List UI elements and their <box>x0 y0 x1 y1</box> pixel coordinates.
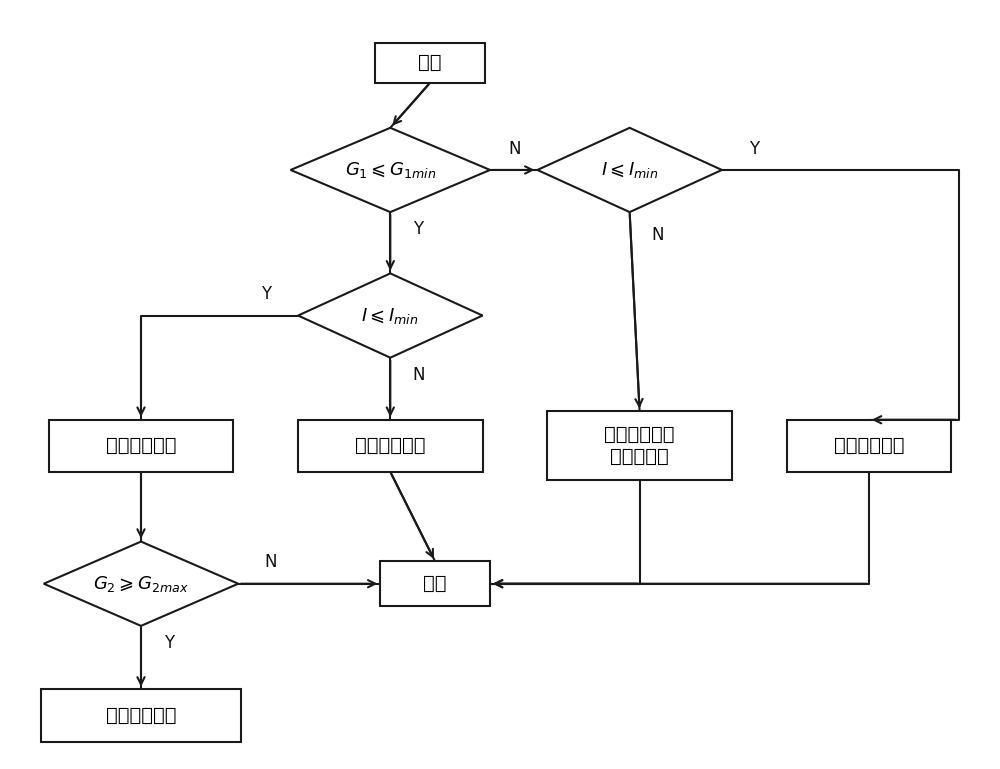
Text: 开始: 开始 <box>418 53 442 72</box>
Bar <box>41 690 241 741</box>
Text: 增加冷气流量: 增加冷气流量 <box>106 436 176 455</box>
Text: 减小热气流量
和控制电流: 减小热气流量 和控制电流 <box>604 425 675 466</box>
Bar <box>298 420 483 472</box>
Polygon shape <box>44 541 238 626</box>
Text: $G_1\leqslant G_{1min}$: $G_1\leqslant G_{1min}$ <box>345 160 436 180</box>
Text: Y: Y <box>413 220 423 238</box>
Text: N: N <box>412 365 424 384</box>
Bar <box>375 43 485 82</box>
Polygon shape <box>298 274 483 358</box>
Text: $I\leqslant I_{min}$: $I\leqslant I_{min}$ <box>601 160 658 180</box>
Polygon shape <box>537 128 722 212</box>
Bar <box>547 411 732 481</box>
Text: 减小控制电流: 减小控制电流 <box>355 436 426 455</box>
Text: Y: Y <box>164 634 174 651</box>
Text: N: N <box>651 226 664 244</box>
Text: 结束: 结束 <box>423 574 447 593</box>
Bar <box>380 561 490 606</box>
Text: N: N <box>264 553 276 571</box>
Text: Y: Y <box>749 139 759 158</box>
Text: 减小热气流量: 减小热气流量 <box>834 436 904 455</box>
Text: Y: Y <box>261 285 271 303</box>
Bar <box>787 420 951 472</box>
Text: $I\leqslant I_{min}$: $I\leqslant I_{min}$ <box>361 305 419 325</box>
Polygon shape <box>291 128 490 212</box>
Text: $G_2\geqslant G_{2max}$: $G_2\geqslant G_{2max}$ <box>93 574 189 594</box>
Text: N: N <box>509 139 521 158</box>
Text: 设备停止运行: 设备停止运行 <box>106 706 176 725</box>
Bar <box>49 420 233 472</box>
